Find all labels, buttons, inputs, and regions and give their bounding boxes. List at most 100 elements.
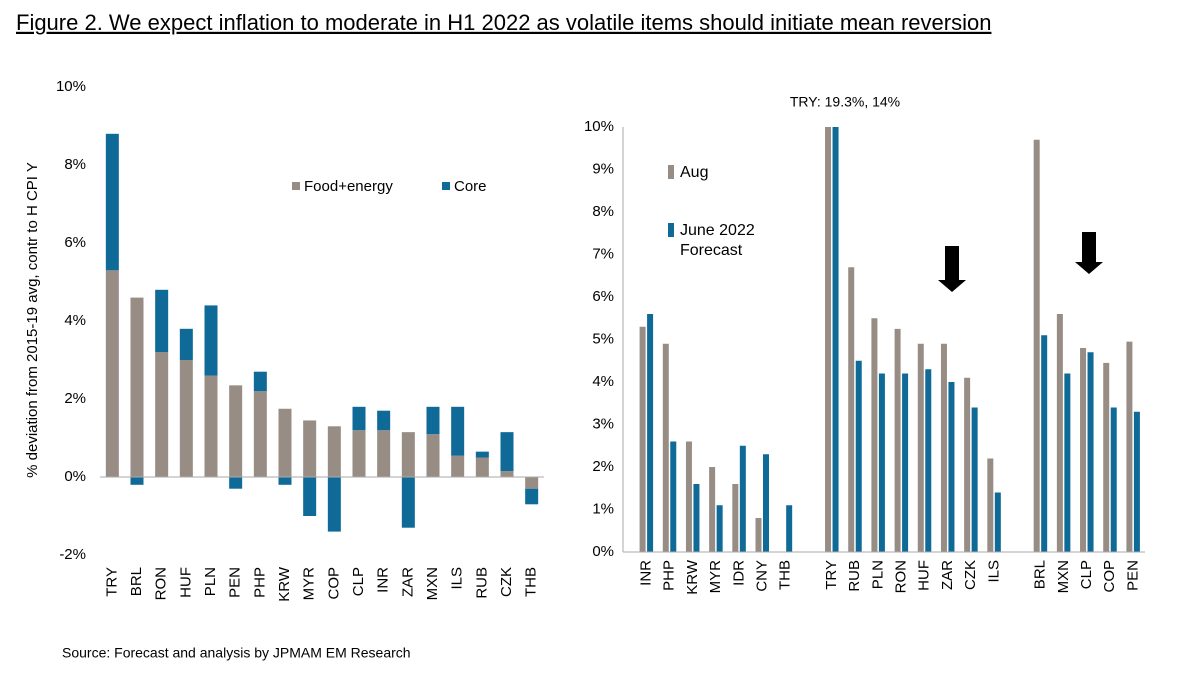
x-tick-label: THB bbox=[777, 560, 794, 590]
bar bbox=[179, 360, 193, 477]
bar bbox=[229, 477, 243, 489]
bar bbox=[832, 127, 839, 552]
bar bbox=[1080, 348, 1087, 552]
bar bbox=[352, 406, 366, 431]
y-tick-label: 9% bbox=[592, 160, 614, 177]
bar bbox=[401, 432, 415, 477]
x-tick-label: INR bbox=[375, 567, 392, 593]
bar bbox=[871, 318, 878, 552]
bar bbox=[426, 406, 440, 435]
x-tick-label: CZK bbox=[498, 567, 515, 597]
bar bbox=[352, 430, 366, 477]
bar bbox=[303, 420, 317, 477]
x-tick-label: MXN bbox=[424, 567, 441, 600]
x-tick-label: MXN bbox=[1055, 560, 1072, 593]
bar bbox=[693, 484, 700, 552]
arrow bbox=[1075, 232, 1103, 274]
x-tick-label: INR bbox=[638, 560, 655, 586]
legend-swatch bbox=[292, 182, 300, 190]
bar bbox=[155, 352, 169, 477]
x-tick-label: ILS bbox=[985, 560, 1002, 583]
bar bbox=[1103, 362, 1110, 552]
bar bbox=[994, 492, 1001, 552]
x-tick-label: TRY bbox=[103, 567, 120, 597]
x-tick-label: RUB bbox=[473, 567, 490, 599]
bar bbox=[786, 505, 793, 552]
bar bbox=[709, 467, 716, 552]
x-tick-label: ZAR bbox=[399, 567, 416, 597]
y-tick-label: 6% bbox=[64, 234, 86, 251]
y-tick-label: 8% bbox=[592, 203, 614, 220]
bar bbox=[525, 488, 539, 505]
bar bbox=[662, 343, 669, 552]
y-tick-label: 8% bbox=[64, 156, 86, 173]
legend-label: Food+energy bbox=[304, 178, 393, 195]
y-tick-label: 2% bbox=[64, 390, 86, 407]
bar bbox=[278, 408, 292, 477]
bar bbox=[1041, 335, 1048, 552]
x-tick-label: THB bbox=[523, 567, 540, 597]
y-tick-label: 1% bbox=[592, 500, 614, 517]
bar bbox=[130, 297, 144, 477]
legend-label: June 2022 Forecast bbox=[680, 222, 755, 259]
bar bbox=[105, 133, 119, 271]
legend-swatch bbox=[442, 182, 450, 190]
legend-swatch bbox=[668, 165, 674, 179]
bar bbox=[303, 477, 317, 516]
bar bbox=[716, 505, 723, 552]
x-tick-label: ZAR bbox=[939, 560, 956, 590]
x-tick-label: COP bbox=[1101, 560, 1118, 593]
bar bbox=[204, 375, 218, 477]
x-tick-label: PLN bbox=[869, 560, 886, 589]
bar bbox=[940, 343, 947, 552]
bar bbox=[763, 454, 769, 552]
bar bbox=[253, 391, 267, 477]
bar bbox=[1033, 139, 1040, 552]
bar bbox=[948, 382, 955, 552]
bar bbox=[377, 430, 391, 477]
bar bbox=[987, 458, 994, 552]
bar bbox=[1087, 352, 1094, 552]
bar bbox=[377, 410, 391, 431]
x-tick-label: CLP bbox=[1078, 560, 1095, 589]
y-tick-label: 10% bbox=[584, 118, 614, 135]
x-tick-label: KRW bbox=[276, 566, 293, 602]
bar bbox=[848, 267, 855, 552]
x-tick-label: RON bbox=[893, 560, 910, 593]
bar bbox=[229, 385, 243, 477]
bar bbox=[878, 373, 885, 552]
bar bbox=[894, 328, 901, 552]
x-tick-label: IDR bbox=[730, 560, 747, 586]
bar bbox=[105, 270, 119, 477]
x-tick-label: HUF bbox=[916, 560, 933, 591]
bar bbox=[179, 328, 193, 360]
y-tick-label: 10% bbox=[56, 78, 86, 95]
y-tick-label: 5% bbox=[592, 330, 614, 347]
x-tick-label: HUF bbox=[177, 567, 194, 598]
bar bbox=[855, 360, 862, 552]
bar bbox=[647, 314, 654, 552]
x-tick-label: TRY bbox=[823, 560, 840, 590]
bar bbox=[525, 477, 539, 489]
bar bbox=[500, 471, 514, 477]
x-tick-label: ILS bbox=[449, 567, 466, 590]
bar bbox=[327, 477, 341, 532]
x-tick-label: KRW bbox=[684, 559, 701, 595]
x-tick-label: BRL bbox=[128, 567, 145, 596]
y-tick-label: 3% bbox=[592, 415, 614, 432]
bar bbox=[1126, 341, 1133, 552]
y-tick-label: 7% bbox=[592, 245, 614, 262]
source: Source: Forecast and analysis by JPMAM E… bbox=[62, 645, 411, 661]
bar bbox=[917, 343, 924, 552]
y-tick-label: 4% bbox=[64, 312, 86, 329]
bar bbox=[253, 371, 267, 392]
x-tick-label: MYR bbox=[707, 560, 724, 594]
bar bbox=[155, 289, 169, 353]
annotation: TRY: 19.3%, 14% bbox=[790, 94, 900, 110]
bar bbox=[475, 457, 489, 477]
bar bbox=[1110, 407, 1117, 552]
y-tick-label: -2% bbox=[59, 546, 86, 563]
x-tick-label: CZK bbox=[962, 560, 979, 590]
